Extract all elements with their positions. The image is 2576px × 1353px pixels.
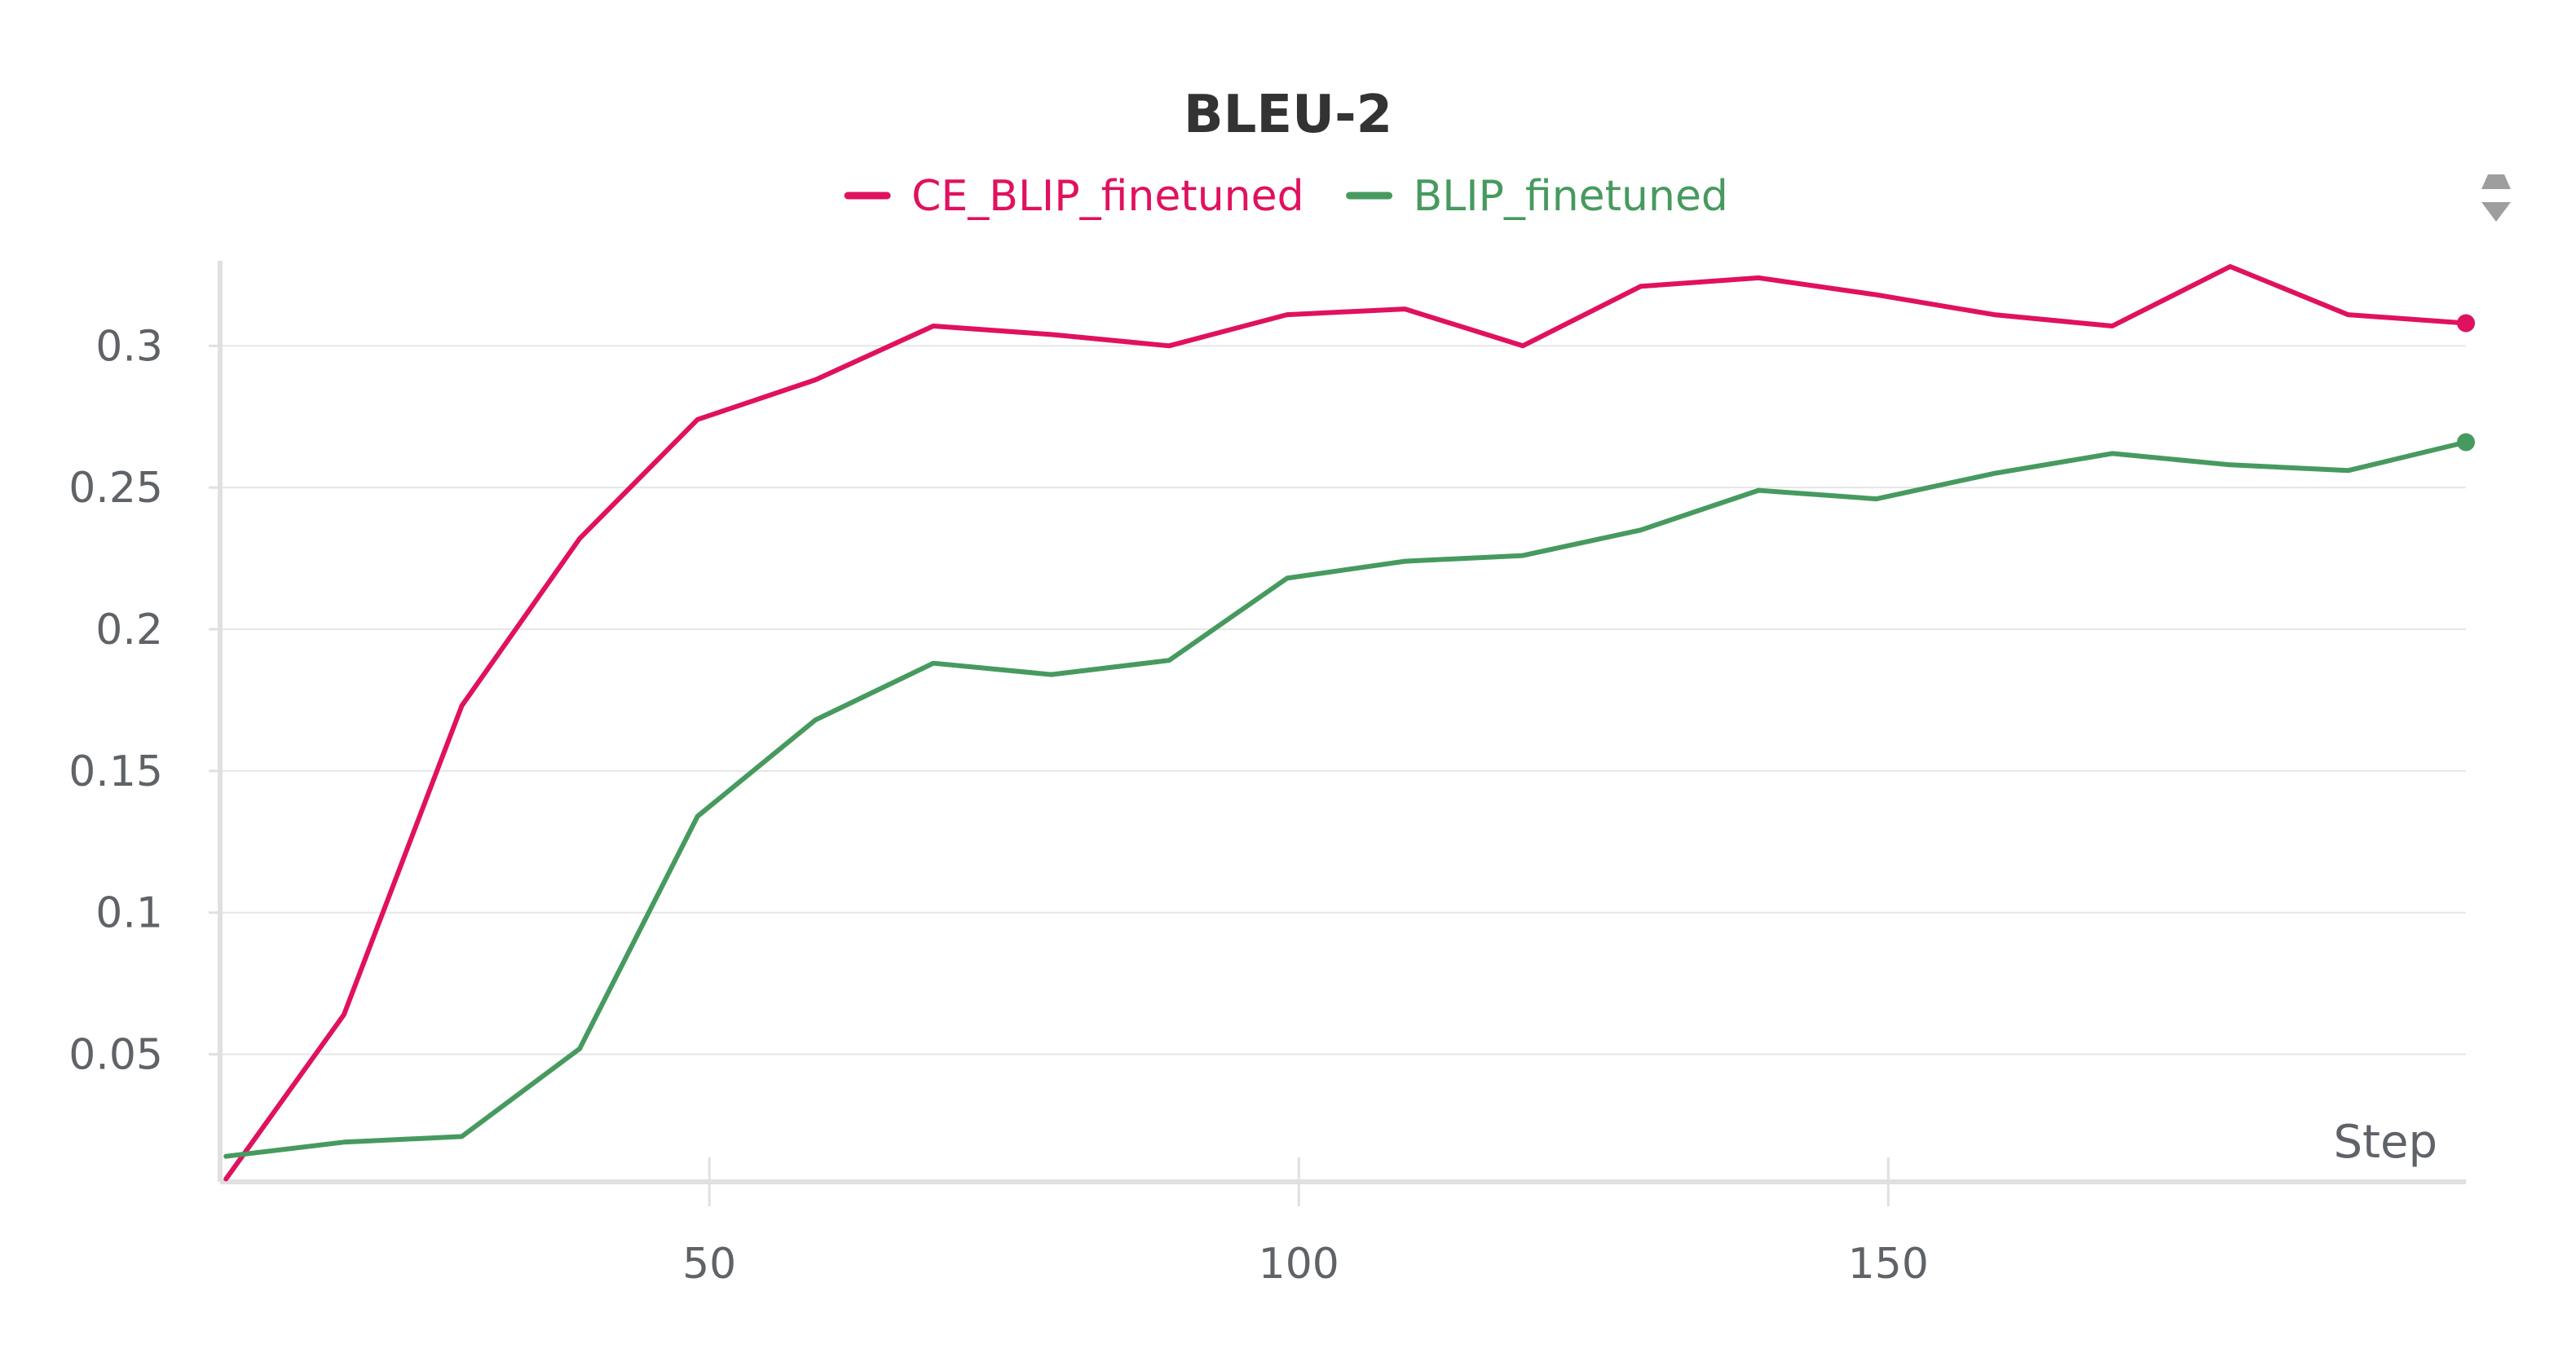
chart-title: BLEU-2: [1184, 85, 1392, 145]
series-line: [223, 264, 2468, 1182]
chevron-up-icon[interactable]: [2481, 174, 2511, 189]
series-end-point: [2457, 433, 2475, 452]
legend-item: CE_BLIP_finetuned: [844, 172, 1304, 221]
grid-lines: [220, 345, 2466, 1056]
y-tick-label: 0.15: [68, 747, 163, 796]
x-tick-label: 150: [1848, 1240, 1929, 1289]
chevron-down-icon[interactable]: [2481, 202, 2511, 222]
y-tick-label: 0.2: [95, 606, 163, 654]
x-axis-label: Step: [2333, 1116, 2437, 1169]
series-end-point: [2457, 314, 2475, 333]
y-tick-label: 0.3: [95, 322, 163, 371]
x-tick-label: 100: [1259, 1240, 1339, 1289]
legend-label: BLIP_finetuned: [1414, 172, 1728, 221]
legend-item: BLIP_finetuned: [1346, 172, 1728, 221]
series-lines: [223, 264, 2475, 1182]
y-tick-label: 0.1: [95, 889, 163, 938]
x-tick-label: 50: [682, 1240, 736, 1289]
axes: [209, 261, 2466, 1206]
chevron-up-down-icon[interactable]: [2481, 174, 2511, 222]
y-tick-label: 0.05: [68, 1031, 163, 1080]
tick-labels: 0.05 0.1 0.15 0.2 0.25 0.3 50 100 150: [68, 322, 1929, 1289]
y-tick-label: 0.25: [68, 464, 163, 513]
legend: CE_BLIP_finetuned BLIP_finetuned: [844, 172, 1728, 221]
legend-label: CE_BLIP_finetuned: [911, 172, 1304, 221]
series-line: [223, 439, 2468, 1159]
